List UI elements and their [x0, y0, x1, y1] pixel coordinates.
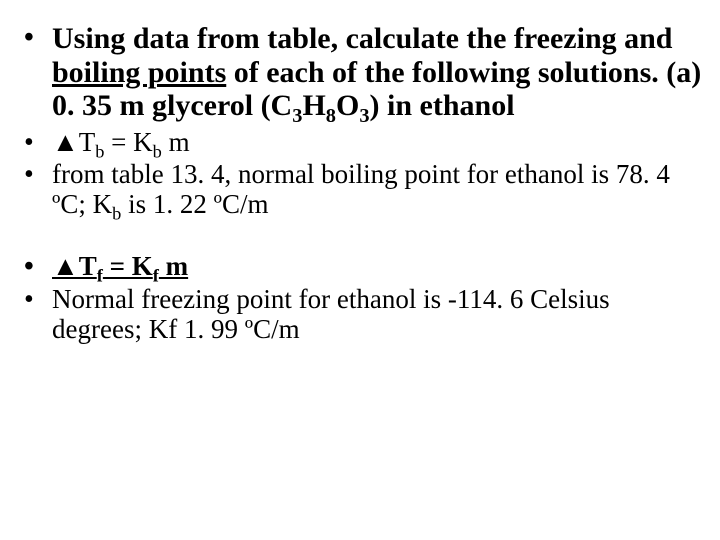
subscript: 3 [292, 105, 302, 127]
text: ▲T [52, 127, 95, 157]
text: Normal freezing point for ethanol is -11… [52, 284, 610, 344]
bullet-5: Normal freezing point for ethanol is -11… [18, 284, 702, 344]
text: m [162, 127, 190, 157]
bullet-list: Using data from table, calculate the fre… [18, 22, 702, 344]
text-underline: boiling points [52, 56, 226, 89]
subscript: 8 [326, 105, 336, 127]
bullet-4: ▲Tf = Kf m [18, 251, 702, 281]
text: = K [104, 127, 152, 157]
slide: Using data from table, calculate the fre… [0, 0, 720, 540]
subscript: b [112, 204, 121, 224]
text: H [302, 89, 325, 122]
text-underline: ▲Tf = Kf m [52, 251, 188, 281]
text: m [159, 251, 188, 281]
text: is 1. 22 ºC/m [121, 189, 268, 219]
bullet-3: from table 13. 4, normal boiling point f… [18, 159, 702, 219]
text: ) in ethanol [370, 89, 515, 122]
text: ▲T [52, 251, 97, 281]
text: = K [103, 251, 153, 281]
bullet-2: ▲Tb = Kb m [18, 127, 702, 157]
text: O [336, 89, 359, 122]
subscript: 3 [359, 105, 369, 127]
text: Using data from table, calculate the fre… [52, 22, 673, 55]
bullet-1: Using data from table, calculate the fre… [18, 22, 702, 123]
